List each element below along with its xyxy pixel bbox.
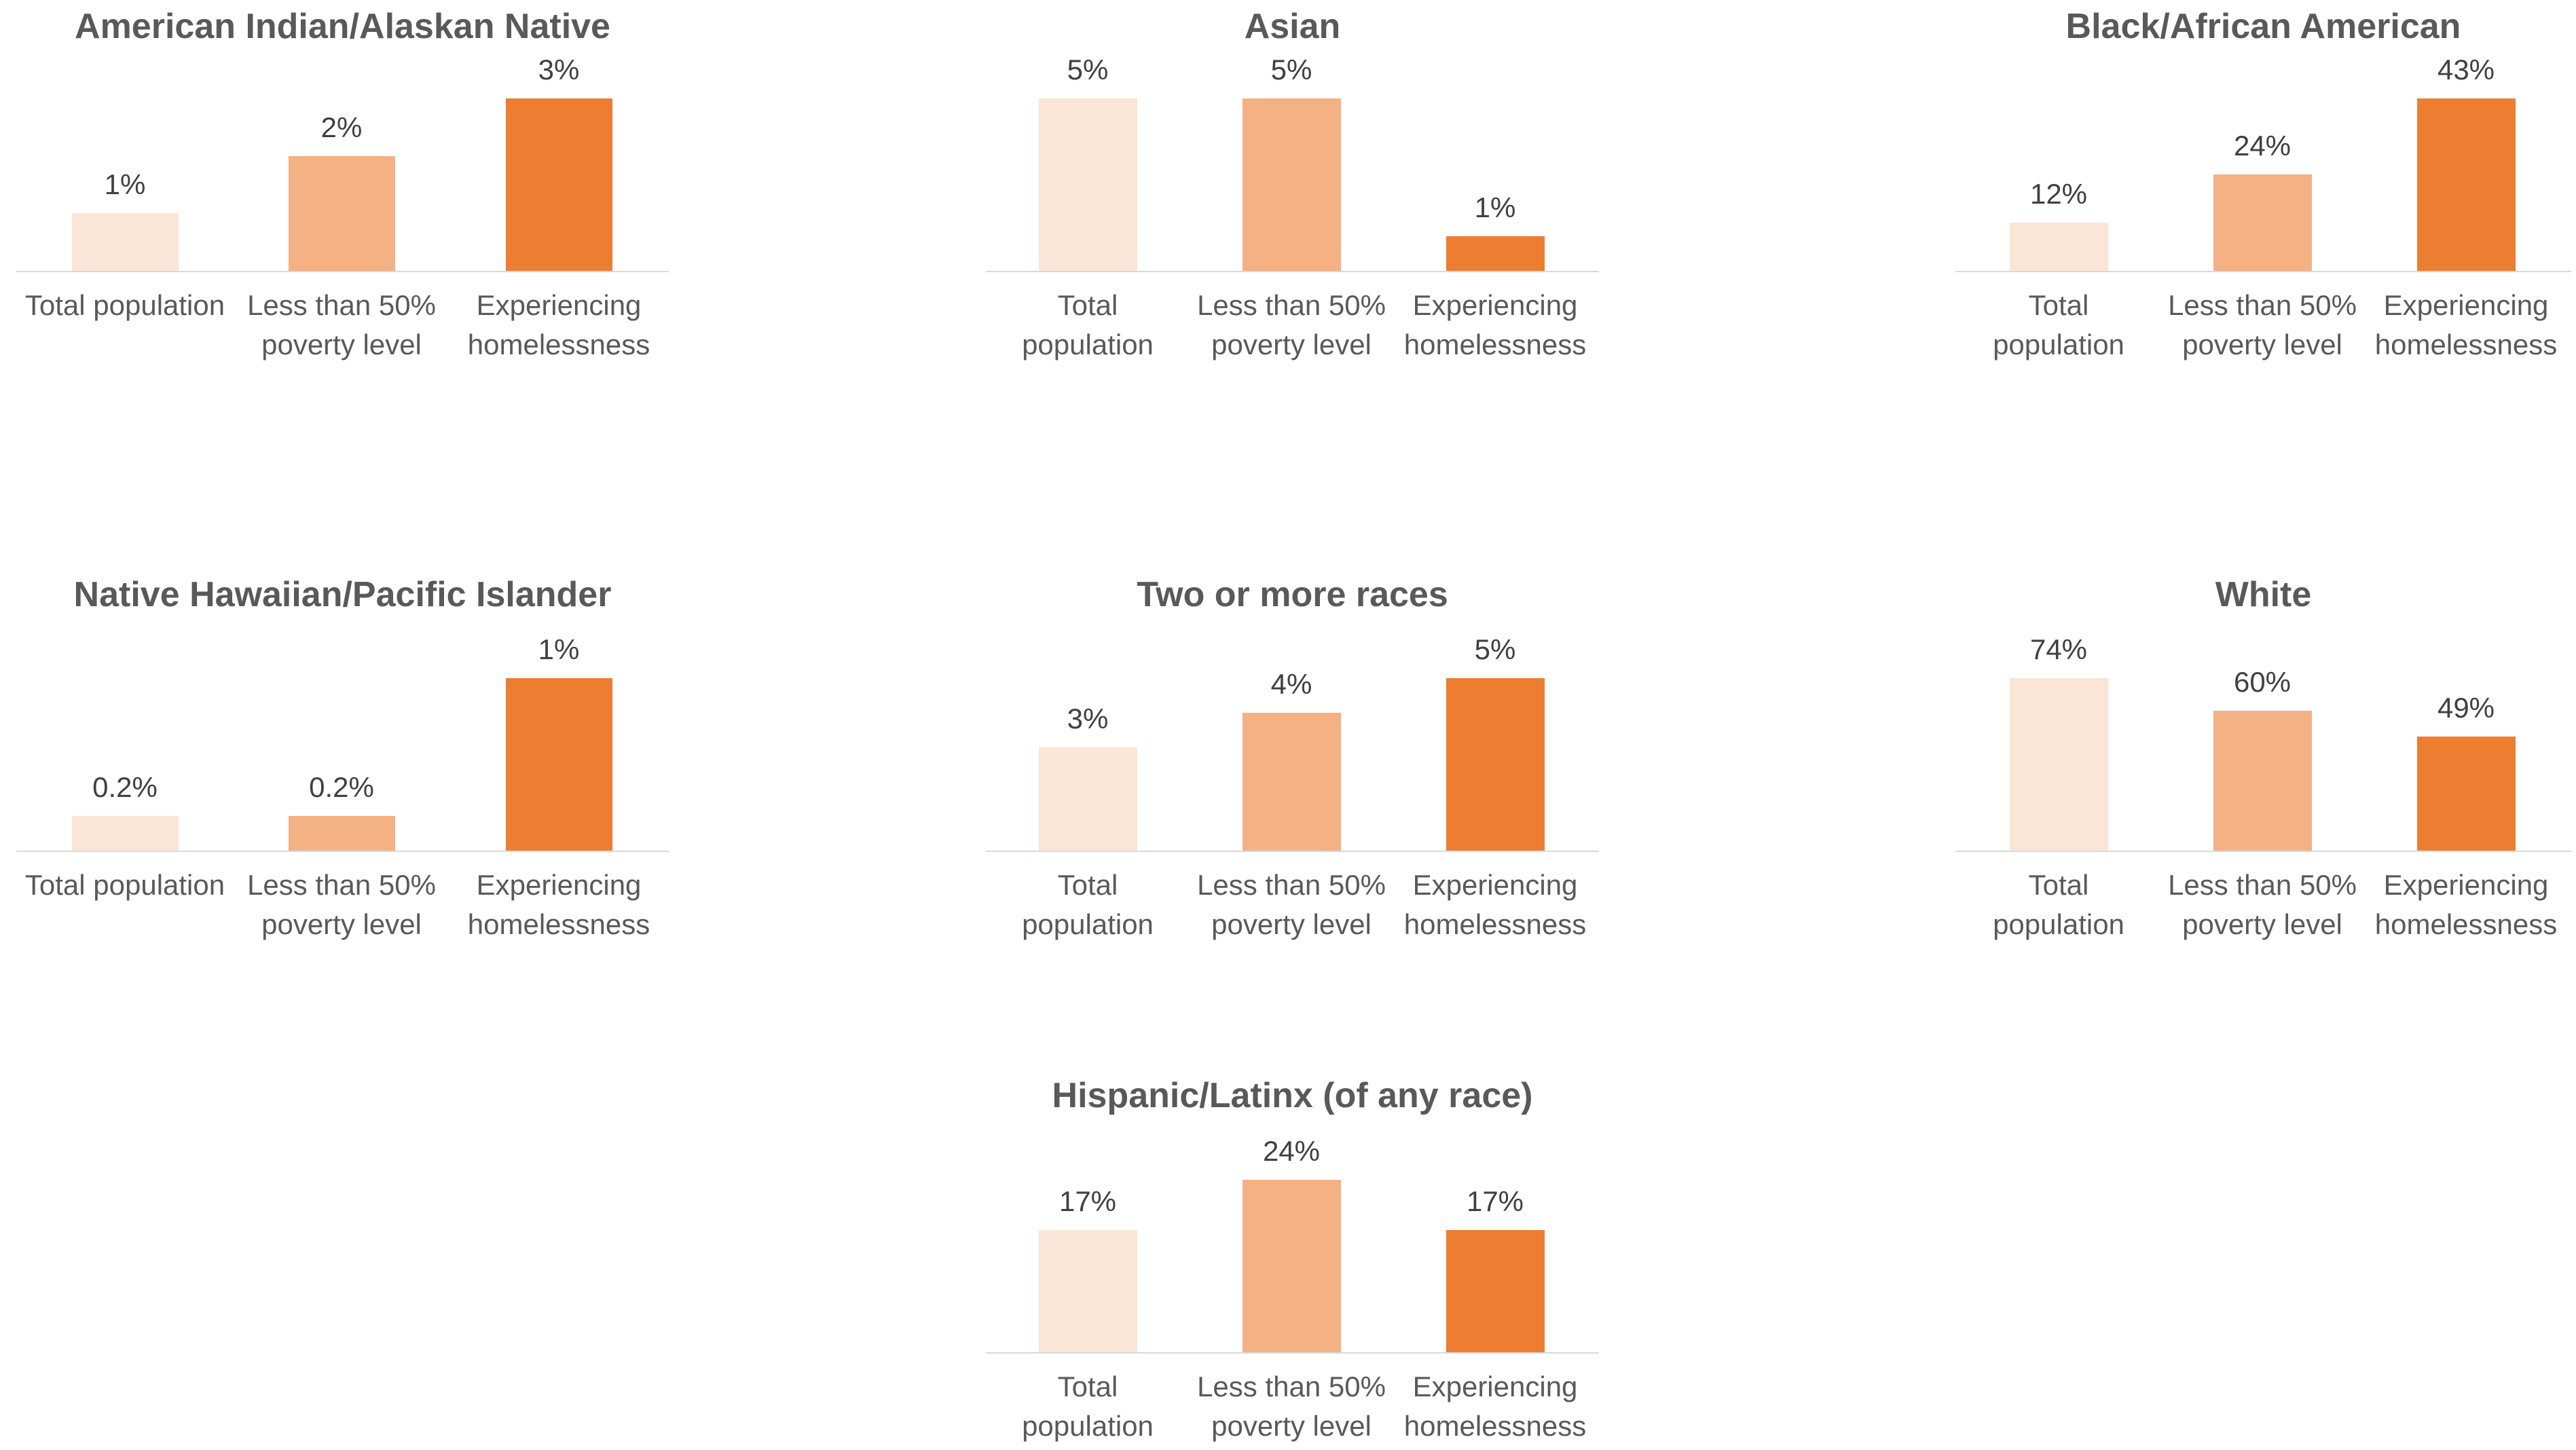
x-tick-label: Less than 50% poverty level [1197,869,1386,940]
x-tick-label: Experiencing homelessness [2374,869,2558,940]
bar [505,678,612,851]
bar [1038,98,1137,271]
chart-title: Two or more races [1137,575,1448,614]
value-label: 24% [2233,130,2292,162]
axis-line [16,851,669,852]
x-tick-label: Experiencing homelessness [1403,869,1587,940]
x-tick-label: Less than 50% poverty level [1197,289,1386,360]
value-label: 60% [2233,666,2292,699]
bar [1242,98,1341,271]
value-label: 5% [1270,54,1312,86]
bar [505,98,612,271]
value-label: 5% [1474,633,1516,665]
bar [288,155,395,271]
bar [1446,1230,1545,1352]
x-tick-label: Less than 50% poverty level [2168,289,2357,360]
value-label: 2% [320,111,363,143]
value-label: 12% [2029,178,2088,210]
axis-line [16,271,669,272]
x-tick-label: Experiencing homelessness [1403,1371,1587,1442]
chart-title: White [2215,575,2312,614]
x-tick-label: Less than 50% poverty level [247,289,436,360]
bar [288,816,395,851]
bar [2416,736,2516,851]
x-tick-label: Less than 50% poverty level [1197,1371,1386,1442]
value-label: 17% [1059,1185,1117,1218]
x-tick-label: Experiencing homelessness [467,869,650,940]
bar [2213,711,2312,851]
x-tick-label: Less than 50% poverty level [247,869,436,940]
x-tick-label: Total population [1022,1371,1154,1442]
x-tick-label: Experiencing homelessness [1403,289,1587,360]
bar [71,213,179,271]
value-label: 0.2% [92,771,158,804]
x-tick-label: Less than 50% poverty level [2168,869,2357,940]
bar [1242,712,1341,851]
bar [1446,236,1545,271]
bar [2009,223,2108,271]
x-tick-label: Total population [1993,869,2124,940]
axis-line [986,851,1599,852]
x-tick-label: Experiencing homelessness [467,289,650,360]
x-tick-label: Total population [1993,289,2124,360]
value-label: 5% [1067,54,1109,86]
value-label: 0.2% [309,771,374,804]
axis-line [986,1352,1599,1354]
bar [1038,1230,1137,1352]
value-label: 1% [104,168,146,201]
axis-line [1955,271,2571,272]
x-tick-label: Total population [1022,869,1154,940]
chart-title: Black/African American [2065,7,2461,46]
bar [1038,747,1137,851]
value-label: 1% [1474,191,1516,224]
value-label: 1% [538,633,580,665]
value-label: 43% [2437,54,2495,86]
x-tick-label: Total population [24,869,225,901]
x-tick-label: Total population [24,289,225,321]
chart-title: American Indian/Alaskan Native [75,7,610,46]
x-tick-label: Total population [1022,289,1154,360]
x-tick-label: Experiencing homelessness [2374,289,2558,360]
chart-title: Asian [1244,7,1341,46]
value-label: 4% [1270,667,1312,700]
bar [1242,1180,1341,1352]
bar [2009,678,2108,851]
axis-line [1955,851,2571,852]
bar [1446,678,1545,851]
chart-title: Hispanic/Latinx (of any race) [1052,1076,1533,1115]
value-label: 3% [538,54,580,86]
value-label: 17% [1466,1185,1524,1218]
value-label: 3% [1067,702,1109,735]
axis-line [986,271,1599,272]
bar [2213,174,2312,271]
bar [71,816,179,851]
chart-title: Native Hawaiian/Pacific Islander [73,575,612,614]
bar [2416,98,2516,271]
value-label: 24% [1262,1135,1321,1167]
value-label: 74% [2029,633,2088,665]
value-label: 49% [2437,691,2495,724]
